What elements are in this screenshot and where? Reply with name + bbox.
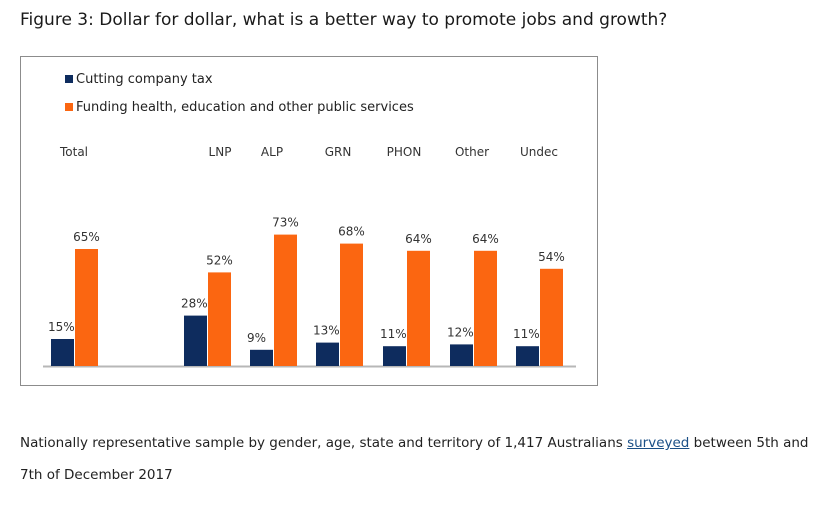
bar-company-tax-other xyxy=(450,344,473,366)
surveyed-link[interactable]: surveyed xyxy=(627,435,690,451)
bar-public-services-grn xyxy=(340,243,363,366)
category-label-other: Other xyxy=(455,145,489,159)
data-label-company-tax-undec: 11% xyxy=(513,327,540,341)
bar-company-tax-lnp xyxy=(184,315,207,366)
figure-title: Figure 3: Dollar for dollar, what is a b… xyxy=(20,10,668,30)
footnote-text-end: between 5th and 7th of December 2017 xyxy=(20,435,809,483)
legend-swatch-public-services xyxy=(65,103,73,111)
data-label-company-tax-lnp: 28% xyxy=(181,297,208,311)
data-label-company-tax-other: 12% xyxy=(447,325,474,339)
bar-public-services-other xyxy=(474,250,497,366)
data-label-public-services-lnp: 52% xyxy=(206,253,233,267)
data-label-public-services-phon: 64% xyxy=(405,232,432,246)
chart-frame: Cutting company tax Funding health, educ… xyxy=(20,56,598,386)
bar-public-services-alp xyxy=(274,234,297,366)
data-label-public-services-undec: 54% xyxy=(538,250,565,264)
data-label-public-services-total: 65% xyxy=(73,230,100,244)
legend-label-public-services: Funding health, education and other publ… xyxy=(76,99,414,115)
legend-item-public-services: Funding health, education and other publ… xyxy=(65,97,414,117)
category-label-undec: Undec xyxy=(520,145,558,159)
bar-company-tax-undec xyxy=(516,346,539,366)
data-label-company-tax-grn: 13% xyxy=(313,324,340,338)
legend-item-company-tax: Cutting company tax xyxy=(65,69,414,89)
bar-company-tax-phon xyxy=(383,346,406,366)
footnote-text-start: Nationally representative sample by gend… xyxy=(20,435,628,451)
bar-public-services-total xyxy=(75,249,98,366)
category-label-phon: PHON xyxy=(387,145,422,159)
category-label-lnp: LNP xyxy=(209,145,232,159)
bar-public-services-lnp xyxy=(208,272,231,366)
chart-legend: Cutting company tax Funding health, educ… xyxy=(65,69,414,125)
category-label-total: Total xyxy=(59,145,88,159)
legend-swatch-company-tax xyxy=(65,75,73,83)
bar-public-services-phon xyxy=(407,250,430,366)
footnote: Nationally representative sample by gend… xyxy=(20,427,820,491)
data-label-company-tax-total: 15% xyxy=(48,320,75,334)
bar-chart: Total LNP ALP GRN PHON Other Undec 15% 28% 9% 13% 1… xyxy=(43,145,576,368)
data-label-public-services-other: 64% xyxy=(472,232,499,246)
bar-company-tax-alp xyxy=(250,349,273,366)
category-label-alp: ALP xyxy=(261,145,283,159)
category-label-grn: GRN xyxy=(325,145,352,159)
data-label-public-services-alp: 73% xyxy=(272,216,299,230)
legend-label-company-tax: Cutting company tax xyxy=(76,71,213,87)
data-label-public-services-grn: 68% xyxy=(338,225,365,239)
bar-public-services-undec xyxy=(540,268,563,366)
data-label-company-tax-alp: 9% xyxy=(247,331,266,345)
bar-company-tax-total xyxy=(51,339,74,366)
bar-company-tax-grn xyxy=(316,342,339,366)
data-label-company-tax-phon: 11% xyxy=(380,327,407,341)
